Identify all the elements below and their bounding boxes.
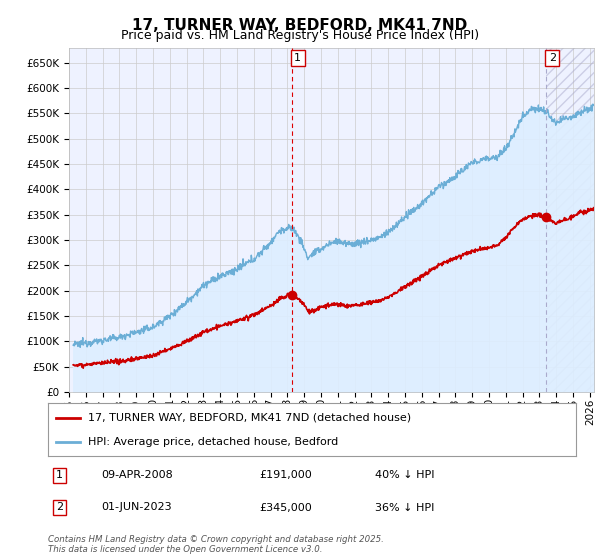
Text: HPI: Average price, detached house, Bedford: HPI: Average price, detached house, Bedf… — [88, 437, 338, 447]
Text: Price paid vs. HM Land Registry's House Price Index (HPI): Price paid vs. HM Land Registry's House … — [121, 29, 479, 42]
Text: Contains HM Land Registry data © Crown copyright and database right 2025.
This d: Contains HM Land Registry data © Crown c… — [48, 535, 384, 554]
Text: 2: 2 — [56, 502, 63, 512]
Text: 1: 1 — [295, 53, 301, 63]
Text: 1: 1 — [56, 470, 63, 480]
Text: 09-APR-2008: 09-APR-2008 — [101, 470, 173, 480]
Text: 40% ↓ HPI: 40% ↓ HPI — [376, 470, 435, 480]
Bar — [547, 48, 594, 392]
Text: £191,000: £191,000 — [259, 470, 312, 480]
Text: 17, TURNER WAY, BEDFORD, MK41 7ND: 17, TURNER WAY, BEDFORD, MK41 7ND — [133, 18, 467, 34]
Text: 2: 2 — [549, 53, 556, 63]
Text: £345,000: £345,000 — [259, 502, 312, 512]
Text: 17, TURNER WAY, BEDFORD, MK41 7ND (detached house): 17, TURNER WAY, BEDFORD, MK41 7ND (detac… — [88, 413, 411, 423]
Text: 36% ↓ HPI: 36% ↓ HPI — [376, 502, 435, 512]
Text: 01-JUN-2023: 01-JUN-2023 — [101, 502, 172, 512]
